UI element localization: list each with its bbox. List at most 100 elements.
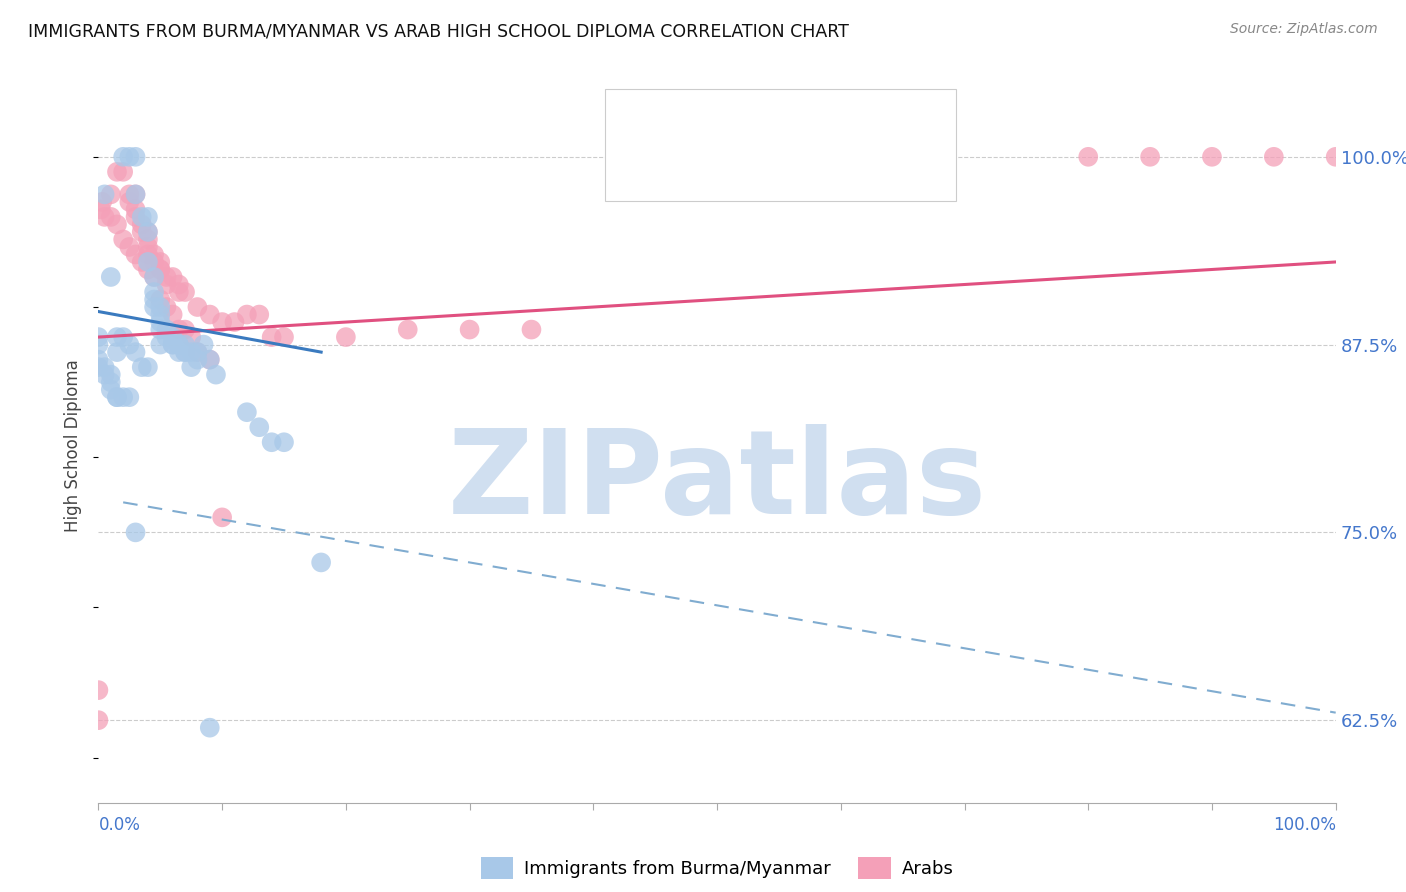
Point <box>136 255 159 269</box>
Point <box>149 262 172 277</box>
Point <box>149 300 172 314</box>
Point <box>90 202 112 217</box>
Point <box>105 330 128 344</box>
Point <box>105 218 128 232</box>
Point <box>1263 150 1285 164</box>
Point <box>100 270 122 285</box>
Point <box>143 247 166 261</box>
Point <box>167 345 190 359</box>
Point <box>167 337 190 351</box>
Point <box>136 262 159 277</box>
Point <box>149 308 172 322</box>
Point <box>211 510 233 524</box>
Point <box>124 247 146 261</box>
Point <box>105 390 128 404</box>
Point <box>143 285 166 299</box>
Point <box>180 330 202 344</box>
Point <box>174 285 197 299</box>
Point <box>174 345 197 359</box>
Point <box>396 322 419 336</box>
Point <box>118 187 141 202</box>
Point <box>124 210 146 224</box>
Point <box>1077 150 1099 164</box>
Point <box>224 315 246 329</box>
Point <box>118 150 141 164</box>
Point <box>186 345 208 359</box>
Point <box>124 525 146 540</box>
Point <box>100 383 122 397</box>
FancyBboxPatch shape <box>620 103 659 138</box>
Point <box>273 330 295 344</box>
Point <box>149 315 172 329</box>
Point <box>273 435 295 450</box>
Point <box>143 293 166 307</box>
Point <box>136 247 159 261</box>
Point <box>174 337 197 351</box>
Point <box>186 352 208 367</box>
Point <box>105 165 128 179</box>
Point <box>149 293 172 307</box>
Point <box>211 315 233 329</box>
Point <box>205 368 228 382</box>
Point <box>180 345 202 359</box>
Point <box>309 556 332 570</box>
Point <box>131 218 153 232</box>
Point <box>1201 150 1223 164</box>
Point <box>136 240 159 254</box>
Point <box>87 352 110 367</box>
Point <box>131 225 153 239</box>
Point <box>198 352 221 367</box>
Point <box>112 330 135 344</box>
Point <box>149 262 172 277</box>
Point <box>167 277 190 292</box>
Point <box>167 337 190 351</box>
Point <box>155 300 177 314</box>
Point <box>260 435 283 450</box>
Point <box>186 345 208 359</box>
Point <box>155 330 177 344</box>
Point <box>143 300 166 314</box>
FancyBboxPatch shape <box>620 152 659 186</box>
Point <box>87 330 110 344</box>
Point <box>1324 150 1347 164</box>
Point <box>93 210 115 224</box>
Point <box>193 337 215 351</box>
Point <box>155 270 177 285</box>
Point <box>260 330 283 344</box>
Point <box>124 345 146 359</box>
Point <box>180 360 202 375</box>
Point <box>124 187 146 202</box>
Point <box>247 308 270 322</box>
Point <box>520 322 543 336</box>
Point <box>91 194 114 209</box>
Point <box>174 322 197 336</box>
Point <box>167 322 190 336</box>
Point <box>155 277 177 292</box>
Point <box>93 360 115 375</box>
Text: 0.0%: 0.0% <box>98 816 141 834</box>
Y-axis label: High School Diploma: High School Diploma <box>65 359 83 533</box>
Point <box>458 322 481 336</box>
Point <box>335 330 357 344</box>
Point <box>112 390 135 404</box>
Point <box>118 337 141 351</box>
Point <box>149 255 172 269</box>
Point <box>87 337 110 351</box>
Point <box>155 322 177 336</box>
Point <box>136 225 159 239</box>
Point <box>124 150 146 164</box>
Text: N = 64: N = 64 <box>832 159 905 178</box>
Point <box>149 322 172 336</box>
Point <box>162 270 184 285</box>
Point <box>131 210 153 224</box>
Text: Source: ZipAtlas.com: Source: ZipAtlas.com <box>1230 22 1378 37</box>
Point <box>236 405 259 419</box>
Point <box>198 308 221 322</box>
Point <box>105 345 128 359</box>
Point <box>100 375 122 389</box>
Text: R = -0.118: R = -0.118 <box>669 111 775 129</box>
Point <box>93 187 115 202</box>
Point <box>162 337 184 351</box>
Text: N = 63: N = 63 <box>832 111 905 129</box>
Point <box>87 360 110 375</box>
